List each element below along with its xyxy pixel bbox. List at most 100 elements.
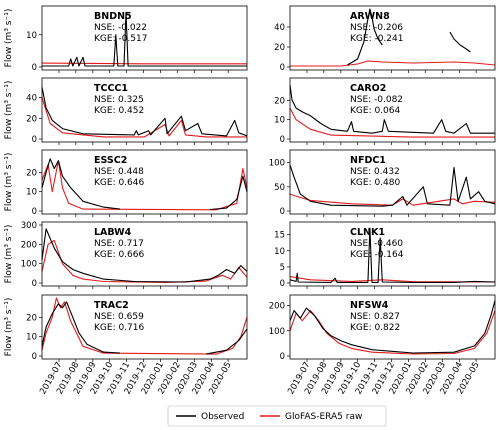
kge-caro2: KGE: 0.064 <box>350 106 400 116</box>
panel-frame-nfsw4 <box>289 294 496 360</box>
panel-frame-essc2 <box>41 149 248 215</box>
station-name-trac2: TRAC2 <box>94 300 129 311</box>
series-glofas-caro2 <box>289 107 495 138</box>
nse-bndn5: NSE: -0.022 <box>94 23 147 33</box>
station-name-labw4: LABW4 <box>94 227 132 238</box>
station-name-tccc1: TCCC1 <box>94 83 128 94</box>
series-glofas-trac2 <box>41 297 248 355</box>
ylabel-row-1: Flow (m³ s⁻¹) <box>4 81 14 140</box>
ytick-label-essc2-1: 10 <box>26 188 37 198</box>
series-observed-nfdc1 <box>289 164 496 207</box>
series-observed-trac2 <box>41 301 248 355</box>
ytick-label-nfdc1-0: 0 <box>280 207 285 217</box>
station-name-nfdc1: NFDC1 <box>350 155 386 166</box>
ytick-label-bndn5-1: 10 <box>26 31 37 41</box>
ytick-label-nfdc1-2: 100 <box>269 159 285 169</box>
ytick-label-clnk1-0: 0 <box>280 279 285 289</box>
ytick-label-essc2-0: 0 <box>32 207 37 217</box>
legend-glofas-label: GloFAS-ERA5 raw <box>285 412 362 422</box>
kge-labw4: KGE: 0.666 <box>94 250 144 260</box>
series-observed-clnk1 <box>289 227 496 283</box>
station-name-essc2: ESSC2 <box>94 155 127 166</box>
series-glofas-essc2 <box>41 160 248 211</box>
panel-frame-bndn5 <box>41 5 248 71</box>
nse-caro2: NSE: -0.082 <box>350 95 403 105</box>
ytick-label-clnk1-2: 10 <box>274 247 285 257</box>
nse-arwn8: NSE: -0.206 <box>350 23 403 33</box>
series-glofas-arwn8 <box>290 60 496 67</box>
series-observed-nfsw4 <box>289 300 496 354</box>
panel-frame-tccc1 <box>41 77 248 143</box>
ylabel-row-2: Flow (m³ s⁻¹) <box>4 153 14 212</box>
ylabel-row-0: Flow (m³ s⁻¹) <box>4 9 14 68</box>
series-glofas-nfsw4 <box>289 310 496 355</box>
ytick-label-arwn8-0: 0 <box>280 63 285 73</box>
series-glofas-clnk1 <box>289 276 496 283</box>
ytick-label-clnk1-1: 5 <box>280 263 285 273</box>
station-name-caro2: CARO2 <box>350 83 386 94</box>
panel-frame-arwn8 <box>289 5 496 71</box>
ytick-label-nfsw4-2: 200 <box>269 302 285 312</box>
series-observed-tccc1 <box>41 87 248 137</box>
ytick-label-clnk1-3: 15 <box>274 231 285 241</box>
kge-nfsw4: KGE: 0.822 <box>350 323 400 333</box>
kge-essc2: KGE: 0.646 <box>94 178 144 188</box>
series-observed-labw4 <box>41 228 248 283</box>
ytick-label-arwn8-1: 20 <box>274 43 285 53</box>
series-observed-arwn8 <box>347 8 471 66</box>
nse-nfdc1: NSE: 0.432 <box>350 167 400 177</box>
ytick-label-tccc1-1: 20 <box>26 114 37 124</box>
station-name-clnk1: CLNK1 <box>350 227 385 238</box>
nse-essc2: NSE: 0.448 <box>94 167 144 177</box>
legend: Observed GloFAS-ERA5 raw <box>167 405 387 427</box>
station-name-arwn8: ARWN8 <box>350 11 390 22</box>
kge-trac2: KGE: 0.716 <box>94 323 144 333</box>
ytick-label-nfsw4-1: 100 <box>269 327 285 337</box>
legend-observed-label: Observed <box>201 412 244 422</box>
panel-frame-clnk1 <box>289 221 496 287</box>
nse-clnk1: NSE: -0.460 <box>350 239 403 249</box>
station-name-nfsw4: NFSW4 <box>350 300 389 311</box>
ytick-label-trac2-0: 0 <box>32 352 37 362</box>
panel-frame-caro2 <box>289 77 496 143</box>
ytick-label-essc2-2: 20 <box>26 168 37 178</box>
station-name-bndn5: BNDN5 <box>94 11 132 22</box>
series-glofas-labw4 <box>41 239 248 283</box>
ytick-label-caro2-2: 20 <box>274 96 285 106</box>
panel-frame-nfdc1 <box>289 149 496 215</box>
nse-labw4: NSE: 0.717 <box>94 239 144 249</box>
ylabel-row-4: Flow (m³ s⁻¹) <box>4 298 14 357</box>
kge-tccc1: KGE: 0.452 <box>94 106 144 116</box>
series-observed-bndn5 <box>42 11 247 67</box>
panel-frame-labw4 <box>41 221 248 287</box>
ylabel-row-3: Flow (m³ s⁻¹) <box>4 225 14 284</box>
ytick-label-labw4-0: 0 <box>32 279 37 289</box>
series-observed-essc2 <box>41 158 248 211</box>
ytick-label-tccc1-2: 40 <box>26 94 37 104</box>
ytick-label-nfsw4-0: 0 <box>280 352 285 362</box>
ytick-label-caro2-1: 10 <box>274 116 285 126</box>
kge-bndn5: KGE: -0.517 <box>94 34 147 44</box>
series-glofas-bndn5 <box>41 62 247 65</box>
ytick-label-nfdc1-1: 50 <box>274 183 285 193</box>
ytick-label-labw4-3: 300 <box>21 221 37 231</box>
ytick-label-tccc1-0: 0 <box>32 135 37 145</box>
series-glofas-tccc1 <box>41 97 247 138</box>
ytick-label-labw4-1: 100 <box>21 260 37 270</box>
ytick-label-labw4-2: 200 <box>21 240 37 250</box>
kge-clnk1: KGE: -0.164 <box>350 250 404 260</box>
panel-frame-trac2 <box>41 294 248 360</box>
nse-trac2: NSE: 0.659 <box>94 312 144 322</box>
nse-tccc1: NSE: 0.325 <box>94 95 144 105</box>
kge-arwn8: KGE: -0.241 <box>350 34 403 44</box>
